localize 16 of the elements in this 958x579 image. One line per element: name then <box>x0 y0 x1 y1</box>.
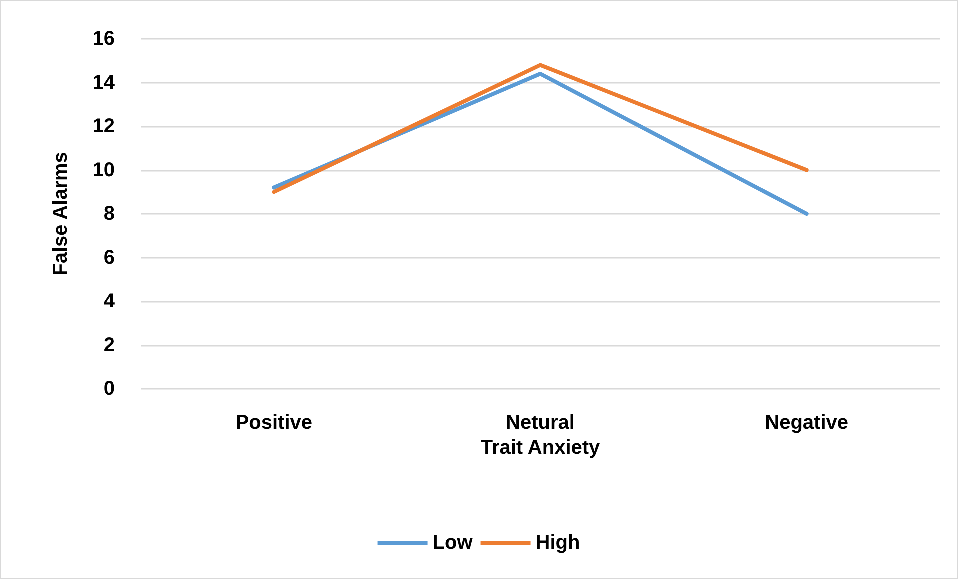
y-tick-label: 16 <box>92 28 115 50</box>
legend-label: Low <box>432 532 474 554</box>
y-tick-label: 12 <box>92 116 115 138</box>
x-tick-label: Negative <box>765 412 849 434</box>
y-tick-label: 0 <box>104 378 115 400</box>
y-tick-label: 14 <box>92 72 116 94</box>
y-tick-label: 10 <box>92 159 115 182</box>
legend-label: High <box>536 532 580 554</box>
y-axis-title: False Alarms <box>50 152 72 276</box>
x-tick-label: Positive <box>236 412 313 434</box>
x-tick-label: Netural <box>506 412 575 434</box>
y-tick-label: 6 <box>104 246 115 269</box>
y-tick-label: 8 <box>104 203 115 225</box>
y-tick-label: 2 <box>104 334 115 356</box>
x-axis-title: Trait Anxiety <box>480 436 602 459</box>
y-tick-label: 4 <box>104 290 116 312</box>
